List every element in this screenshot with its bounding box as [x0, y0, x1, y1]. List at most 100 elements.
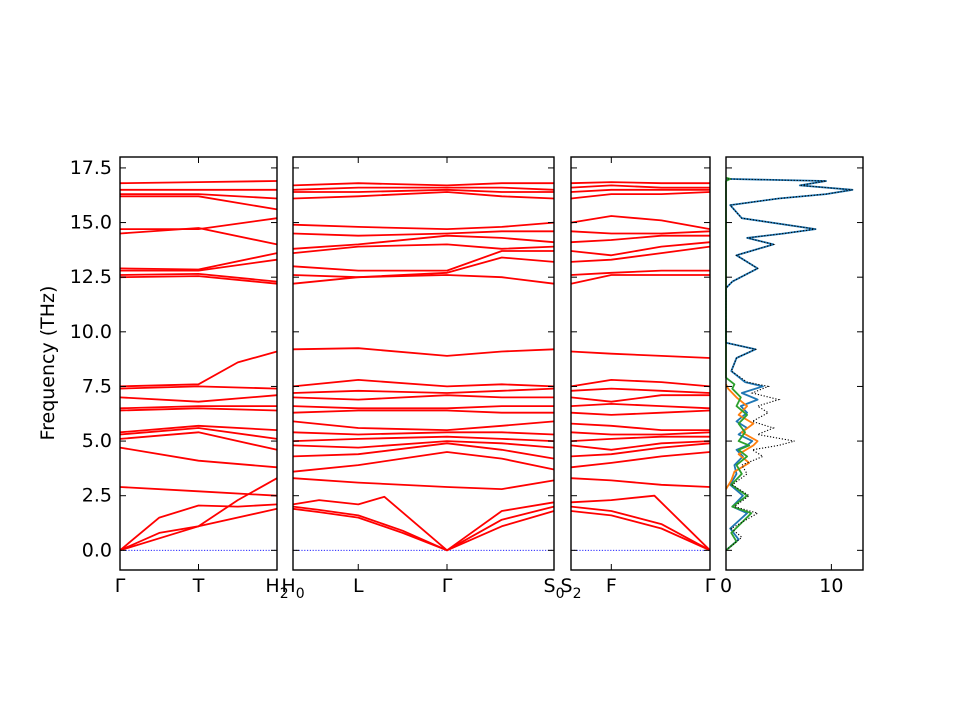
- phonon-band: [570, 394, 710, 403]
- phonon-band: [292, 431, 555, 436]
- total-dos-curve: [725, 178, 853, 551]
- y-tick-label: 17.5: [70, 157, 112, 179]
- band-panel-2: H0 L Γ S0: [281, 156, 565, 602]
- phonon-band: [570, 184, 710, 189]
- y-axis-label: Frequency (THz): [37, 286, 59, 441]
- phonon-band: [292, 234, 555, 250]
- phonon-band: [119, 486, 278, 497]
- high-symmetry-label: F: [606, 575, 617, 597]
- phonon-band: [570, 245, 711, 263]
- phonon-band: [120, 217, 278, 230]
- partial-dos-curve: [725, 383, 759, 490]
- phonon-band: [570, 494, 711, 551]
- phonon-band: [570, 274, 710, 285]
- phonon-band: [120, 193, 278, 200]
- phonon-band: [292, 507, 555, 552]
- phonon-band: [119, 427, 278, 440]
- phonon-band: [292, 405, 554, 410]
- high-symmetry-label: H0: [281, 575, 304, 602]
- phonon-band: [570, 435, 710, 442]
- phonon-band: [120, 195, 278, 211]
- phonon-band: [292, 495, 555, 552]
- phonon-band: [292, 191, 555, 200]
- high-symmetry-label: H2: [265, 575, 288, 602]
- phonon-band: [119, 385, 278, 390]
- phonon-band: [292, 387, 555, 394]
- phonon-band: [292, 442, 555, 460]
- phonon-band: [119, 252, 278, 271]
- phonon-band: [119, 431, 278, 451]
- phonon-band: [292, 440, 555, 449]
- phonon-band: [292, 182, 554, 187]
- phonon-band: [570, 387, 711, 394]
- phonon-band: [570, 350, 711, 359]
- high-symmetry-label: S2: [561, 575, 582, 602]
- phonon-band: [292, 243, 555, 254]
- phonon-band: [119, 446, 278, 469]
- phonon-band: [570, 215, 711, 230]
- y-tick-label: 10.0: [70, 321, 112, 343]
- high-symmetry-label: S0: [544, 575, 565, 602]
- phonon-band: [570, 442, 711, 458]
- phonon-band: [119, 273, 278, 283]
- phonon-band: [119, 180, 278, 185]
- band-panel-1: Γ T H2 0.0 2.5 5.0 7.5 10.0 12.5 15.0 17.5: [70, 156, 289, 602]
- phonon-band: [570, 431, 711, 436]
- panel-frame: [292, 156, 555, 571]
- phonon-band: [292, 250, 554, 272]
- panel-frame: [570, 156, 711, 571]
- phonon-band: [570, 440, 711, 451]
- band-panel-3: S2 F Γ: [561, 156, 716, 602]
- high-symmetry-label: Γ: [442, 575, 453, 597]
- phonon-band: [292, 420, 555, 431]
- phonon-band: [570, 234, 710, 244]
- phonon-band: [292, 394, 554, 401]
- phonon-band: [292, 230, 554, 237]
- y-tick-label: 7.5: [82, 375, 112, 397]
- y-tick-label: 5.0: [82, 430, 112, 452]
- phonon-band: [570, 477, 711, 488]
- phonon-band: [570, 403, 711, 410]
- phonon-band: [570, 241, 711, 257]
- phonon-band: [570, 510, 711, 552]
- phonon-band: [570, 191, 711, 200]
- dos-x-tick-label: 0: [720, 575, 732, 597]
- y-tick-label: 2.5: [82, 485, 112, 507]
- phonon-band: [119, 405, 277, 410]
- phonon-band: [570, 181, 710, 185]
- phonon-band: [292, 451, 555, 473]
- phonon-band: [570, 505, 711, 552]
- phonon-band: [293, 188, 554, 193]
- phonon-band: [570, 409, 711, 416]
- phonon-band: [292, 477, 555, 490]
- high-symmetry-label: T: [192, 575, 205, 597]
- phonon-band: [570, 230, 711, 235]
- phonon-band: [119, 477, 278, 552]
- phonon-band: [119, 424, 278, 434]
- y-tick-label: 12.5: [70, 266, 112, 288]
- phonon-band: [292, 221, 555, 230]
- dos-frame: [725, 156, 864, 571]
- phonon-band: [570, 422, 710, 431]
- phonon-band: [120, 258, 278, 272]
- phonon-band: [570, 188, 710, 193]
- phonon-band: [292, 186, 555, 191]
- high-symmetry-label: L: [353, 575, 364, 597]
- phonon-band: [292, 409, 554, 414]
- phonon-band: [292, 274, 555, 285]
- phonon-band: [119, 394, 278, 403]
- high-symmetry-label: Γ: [115, 575, 126, 597]
- plot-layer: Γ T H2 0.0 2.5 5.0 7.5 10.0 12.5 15.0 17.5 H0 L Γ S0S2…: [70, 156, 864, 602]
- phonon-band: [292, 505, 555, 552]
- y-tick-label: 0.0: [82, 539, 112, 561]
- phonon-band: [292, 379, 555, 388]
- high-symmetry-label: Γ: [705, 575, 716, 597]
- phonon-band: [119, 227, 278, 246]
- phonon-band: [119, 275, 278, 285]
- phonon-band: [570, 269, 710, 276]
- partial-dos-curve: [725, 176, 753, 551]
- phonon-band: [292, 256, 555, 279]
- phonon-band: [570, 379, 711, 388]
